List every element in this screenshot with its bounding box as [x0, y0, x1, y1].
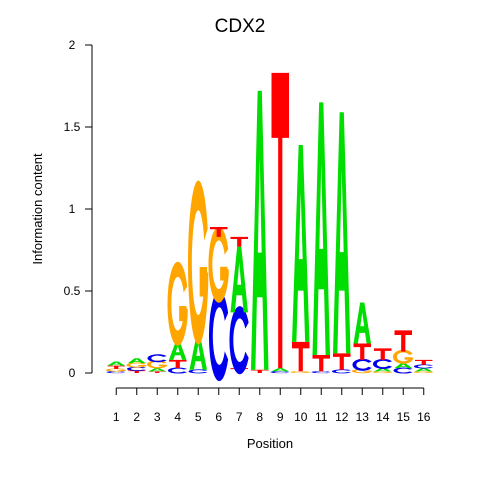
letter-A	[394, 363, 412, 369]
letter-C	[393, 367, 413, 374]
letter-T	[169, 359, 187, 369]
x-tick-label: 4	[174, 410, 181, 424]
letter-T	[107, 365, 125, 369]
x-tick-label: 11	[315, 410, 328, 424]
logo-column-9	[270, 72, 290, 374]
letter-A	[312, 102, 330, 355]
letter-A	[271, 368, 289, 372]
logo-column-12	[332, 112, 352, 374]
letter-G	[106, 368, 127, 372]
x-tick-label: 1	[113, 410, 120, 424]
letter-C	[311, 371, 331, 374]
letter-T	[292, 341, 310, 372]
letter-C	[188, 369, 208, 374]
logo-column-2	[126, 358, 147, 373]
x-axis-label: Position	[247, 436, 293, 451]
letter-T	[251, 369, 269, 373]
logo-column-6	[208, 226, 229, 382]
letter-C	[127, 366, 147, 371]
y-tick-label: 1.5	[64, 120, 81, 134]
letter-T	[374, 348, 392, 360]
letter-C	[147, 354, 167, 363]
logo-column-16	[413, 359, 434, 374]
letter-C	[208, 291, 229, 382]
letter-G	[126, 362, 147, 368]
letter-A	[353, 302, 371, 344]
x-tick-label: 8	[256, 410, 263, 424]
x-tick-label: 14	[376, 410, 390, 424]
letter-C	[352, 358, 372, 371]
letter-A	[251, 90, 269, 370]
letter-A	[333, 112, 351, 354]
letter-T	[148, 371, 166, 373]
letter-G	[167, 261, 188, 346]
x-tick-label: 12	[335, 410, 349, 424]
letter-T	[353, 343, 371, 360]
letter-C	[229, 306, 249, 375]
letter-T	[128, 370, 146, 373]
letter-A	[230, 246, 248, 313]
letter-T	[394, 330, 412, 352]
x-tick-label: 2	[133, 410, 140, 424]
logo-column-10	[290, 145, 311, 374]
chart-title: CDX2	[215, 16, 266, 37]
letter-A	[415, 368, 433, 372]
x-tick-label: 9	[277, 410, 284, 424]
logo-column-7	[229, 236, 249, 375]
logo-column-5	[187, 180, 209, 374]
letter-A	[169, 341, 187, 360]
x-axis: 1 2 3 4 5 6 7 8 9 10 11 12 13 14 15 16	[113, 387, 431, 424]
x-tick-label: 6	[215, 410, 222, 424]
letter-A	[148, 368, 166, 372]
letter-A	[374, 368, 392, 372]
y-axis-label: Information content	[30, 153, 45, 265]
y-tick-label: 1	[69, 202, 76, 216]
letter-G	[290, 371, 311, 374]
letter-A	[292, 145, 310, 342]
letter-C	[270, 371, 290, 374]
letter-T	[312, 354, 330, 372]
logo-column-8	[251, 90, 269, 373]
letter-C	[372, 358, 393, 369]
logo-column-13	[352, 302, 373, 374]
x-tick-label: 13	[356, 410, 370, 424]
x-tick-label: 3	[154, 410, 161, 424]
logo-column-3	[147, 354, 168, 373]
y-tick-label: 0	[69, 366, 76, 380]
letter-stacks	[106, 72, 434, 382]
letter-T	[271, 72, 289, 369]
logo-column-1	[106, 361, 127, 374]
letter-A	[128, 358, 146, 364]
logo-column-4	[167, 261, 188, 374]
letter-G	[413, 371, 434, 374]
letter-G	[208, 226, 229, 303]
y-axis: 0 0.5 1 1.5 2	[64, 38, 93, 380]
letter-T	[415, 359, 433, 365]
letter-C	[332, 369, 352, 374]
letter-C	[106, 371, 126, 374]
logo-column-11	[311, 102, 331, 374]
y-tick-label: 2	[69, 38, 76, 52]
letter-C	[167, 367, 188, 374]
letter-A	[107, 361, 125, 366]
x-tick-label: 10	[294, 410, 308, 424]
letter-G	[393, 349, 414, 364]
letter-T	[230, 236, 248, 247]
logo-column-14	[372, 348, 393, 374]
letter-A	[189, 336, 207, 370]
letter-T	[333, 353, 351, 370]
letter-G	[372, 371, 393, 374]
letter-T	[210, 227, 228, 237]
x-tick-label: 5	[195, 410, 202, 424]
x-tick-label: 7	[236, 410, 243, 424]
letter-G	[187, 180, 209, 345]
x-tick-label: 16	[417, 410, 431, 424]
y-tick-label: 0.5	[64, 284, 81, 298]
logo-column-15	[393, 330, 414, 374]
letter-C	[414, 364, 434, 369]
x-tick-label: 15	[397, 410, 411, 424]
